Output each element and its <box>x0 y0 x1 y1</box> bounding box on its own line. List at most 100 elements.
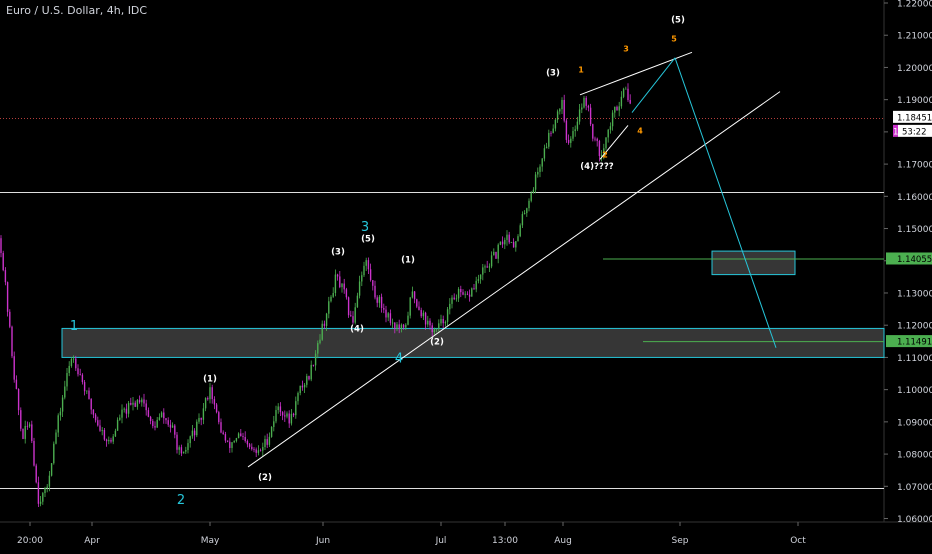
candle-body <box>15 379 18 389</box>
candle-body <box>105 439 108 442</box>
y-tick-label: 1.10000 <box>897 386 932 396</box>
candle-body <box>167 420 169 425</box>
candle-body <box>9 311 11 327</box>
candle-body <box>418 306 420 311</box>
candle-body <box>121 409 123 418</box>
candle-body <box>99 425 101 431</box>
candle-body <box>561 99 563 110</box>
candle-body <box>596 138 598 141</box>
candle-body <box>90 398 92 410</box>
candle-body <box>611 112 614 127</box>
candle-body <box>6 282 9 312</box>
candle-body <box>143 399 145 404</box>
candle-body <box>455 298 458 300</box>
wedge-lower-line <box>599 125 629 160</box>
candle-body <box>570 138 572 143</box>
wave-label: 4 <box>637 126 643 135</box>
candle-body <box>114 430 117 437</box>
candle-body <box>451 297 453 304</box>
candle-body <box>554 119 557 129</box>
candle-body <box>510 242 513 243</box>
candle-body <box>488 266 491 268</box>
candle-body <box>453 297 455 300</box>
candle-body <box>466 293 469 295</box>
candle-body <box>257 450 260 453</box>
wave-label: 2 <box>177 493 185 508</box>
x-tick-label: Sep <box>672 536 689 546</box>
candle-body <box>567 139 570 143</box>
candle-body <box>46 486 48 488</box>
y-tick-label: 1.09000 <box>897 418 932 428</box>
candle-body <box>429 320 431 326</box>
candle-body <box>574 129 576 132</box>
candle-body <box>431 325 433 333</box>
candle-body <box>297 393 299 402</box>
candle-body <box>310 364 312 380</box>
rising-trendline <box>247 91 781 468</box>
candle-body <box>101 430 103 431</box>
candle-body <box>380 296 383 308</box>
candle-body <box>108 439 110 442</box>
candle-body <box>215 404 218 413</box>
candle-body <box>57 415 59 433</box>
candle-body <box>171 425 174 428</box>
projection-up-line <box>631 57 676 113</box>
candle-body <box>270 426 273 437</box>
candle-body <box>442 319 444 324</box>
candle-body <box>600 154 603 156</box>
candle-body <box>627 88 629 101</box>
candle-body <box>323 323 326 326</box>
candle-body <box>543 148 546 159</box>
candle-body <box>389 313 392 323</box>
candle-body <box>468 294 471 297</box>
candle-body <box>4 270 7 283</box>
x-tick-label: May <box>201 536 220 546</box>
candle-body <box>376 297 378 303</box>
candle-body <box>292 413 295 416</box>
candle-body <box>328 301 330 314</box>
candle-body <box>616 106 618 111</box>
candle-body <box>589 107 592 125</box>
target-zone-box <box>711 250 796 276</box>
candle-body <box>72 358 75 360</box>
candle-body <box>156 419 158 428</box>
candle-body <box>123 408 125 410</box>
wave-label: (1) <box>203 375 217 385</box>
candle-body <box>262 447 264 451</box>
candle-body <box>103 430 106 440</box>
candle-body <box>394 322 396 330</box>
candle-body <box>440 319 442 324</box>
candle-body <box>299 385 301 394</box>
candle-body <box>339 276 341 288</box>
candle-body <box>530 192 532 201</box>
wave-label: (4)???? <box>580 162 613 172</box>
candle-body <box>332 293 334 297</box>
candle-body <box>187 443 189 451</box>
candle-body <box>138 400 141 403</box>
candle-body <box>409 297 411 316</box>
candle-body <box>306 376 308 385</box>
candle-body <box>385 309 387 318</box>
candle-body <box>325 313 328 326</box>
candle-body <box>17 388 20 411</box>
candle-body <box>391 322 394 324</box>
candle-body <box>268 436 271 445</box>
candle-body <box>605 137 607 149</box>
candle-body <box>248 444 251 447</box>
candle-body <box>352 316 354 323</box>
candle-body <box>169 424 172 428</box>
wave-label: 1 <box>70 319 78 334</box>
wave-label: 4 <box>395 351 403 366</box>
y-tick-label: 1.12000 <box>897 322 932 332</box>
candle-body <box>592 124 594 139</box>
wave-label: (1) <box>401 255 415 265</box>
candle-body <box>444 321 447 324</box>
candle-body <box>59 411 62 416</box>
candle-body <box>116 419 119 431</box>
candle-body <box>534 174 537 190</box>
candle-body <box>603 148 605 155</box>
wave-label: 5 <box>671 35 677 44</box>
candle-body <box>515 241 517 248</box>
candle-body <box>136 400 139 407</box>
